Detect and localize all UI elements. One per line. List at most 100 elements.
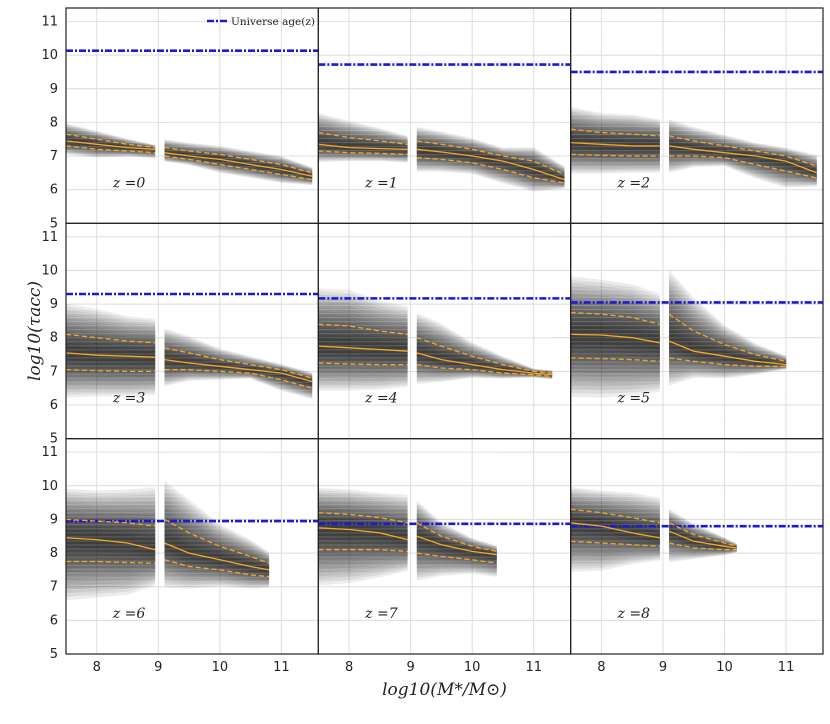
y-tick-label: 11	[41, 230, 58, 245]
p84-line-low	[66, 518, 156, 527]
density-band-low	[570, 495, 660, 561]
panel-content	[570, 8, 823, 224]
density-band-high	[164, 342, 313, 392]
density-band-low	[66, 126, 156, 157]
density-band-high	[416, 342, 553, 376]
density-band-low	[318, 330, 408, 361]
y-tick-label: 7	[50, 149, 58, 164]
density-band-high	[669, 322, 787, 366]
density-band-low	[570, 137, 660, 150]
p16-line-low	[66, 145, 156, 154]
density-band-low	[318, 334, 408, 359]
panel-1: z =1	[317, 7, 572, 224]
density-band-high	[164, 337, 313, 395]
x-tick-label: 9	[407, 660, 415, 675]
density-band-high	[164, 519, 270, 577]
p84-line-high	[668, 135, 818, 167]
density-band-low	[66, 123, 156, 159]
redshift-label: z =2	[617, 175, 651, 191]
density-band-low	[318, 499, 408, 570]
median-line-low	[570, 333, 661, 344]
density-band-low	[570, 113, 660, 169]
y-tick-label: 11	[41, 445, 58, 460]
density-band-low	[318, 118, 408, 161]
y-tick-label: 10	[41, 263, 58, 278]
density-band-low	[66, 525, 156, 560]
density-band-low	[318, 314, 408, 372]
density-band-high	[416, 333, 553, 377]
density-band-low	[318, 496, 408, 573]
density-band-high	[669, 522, 737, 550]
density-band-low	[66, 342, 156, 365]
median-line-low	[66, 537, 156, 551]
panel-8: z =8 8 9 10 11	[570, 438, 824, 675]
density-band-low	[66, 314, 156, 388]
density-band-high	[669, 131, 817, 181]
density-band-low	[570, 121, 660, 163]
density-band-low	[66, 494, 156, 594]
density-band-low	[66, 303, 156, 398]
density-band-high	[669, 123, 817, 184]
median-line-low	[318, 527, 408, 541]
density-band-high	[416, 326, 553, 378]
density-band-low	[570, 115, 660, 167]
density-band-low	[570, 497, 660, 559]
density-band-high	[164, 330, 313, 399]
p84-line-high	[164, 518, 270, 564]
density-band-low	[318, 521, 408, 545]
median-line-high	[669, 145, 818, 174]
density-band-high	[416, 522, 497, 564]
panel-4: z =4	[317, 222, 572, 440]
density-band-low	[570, 276, 660, 398]
median-line-low	[66, 352, 156, 358]
p84-line-low	[66, 133, 156, 149]
panel-frame	[570, 438, 824, 655]
density-band-high	[669, 519, 737, 552]
density-band-low	[66, 128, 156, 156]
x-tick-label: 11	[525, 660, 542, 675]
density-band-low	[570, 509, 660, 547]
p16-line-low	[66, 560, 156, 564]
density-band-low	[570, 133, 660, 153]
density-band-high	[669, 520, 737, 551]
density-band-low	[66, 331, 156, 374]
density-band-low	[318, 337, 408, 357]
density-band-high	[669, 525, 737, 550]
density-band-low	[570, 511, 660, 546]
redshift-label: z =8	[617, 606, 651, 622]
density-band-high	[669, 318, 787, 367]
density-band-high	[416, 504, 497, 576]
density-band-high	[164, 530, 270, 574]
density-band-high	[164, 148, 313, 180]
density-band-low	[318, 327, 408, 363]
density-band-low	[318, 321, 408, 367]
density-band-low	[570, 507, 660, 548]
density-band-high	[164, 146, 313, 181]
density-band-high	[669, 273, 787, 384]
median-line-low	[66, 140, 156, 150]
redshift-label: z =3	[112, 391, 146, 407]
y-tick-label: 5	[50, 216, 58, 231]
density-band-low	[318, 114, 408, 162]
density-band-high	[164, 494, 270, 584]
density-band-high	[164, 340, 313, 393]
density-band-low	[66, 339, 156, 368]
density-band-high	[164, 491, 270, 585]
x-tick-label: 10	[464, 660, 481, 675]
density-band-low	[318, 113, 408, 163]
density-band-high	[416, 140, 565, 183]
density-band-low	[66, 320, 156, 383]
density-band-high	[416, 137, 565, 185]
legend-label: Universe age(z)	[231, 16, 315, 28]
density-band-high	[416, 139, 565, 184]
density-band-high	[416, 312, 553, 385]
density-band-high	[416, 317, 553, 381]
density-band-high	[416, 330, 553, 378]
median-line-high	[416, 535, 497, 556]
p84-line-high	[164, 347, 313, 379]
density-band-high	[416, 340, 553, 377]
panels-layer: z =0 5 6 7 8 9 10 11 z =1 z =2 z =3 5 6 7 8 9 10 11 z =4 z …	[41, 7, 824, 675]
density-band-high	[669, 269, 787, 386]
